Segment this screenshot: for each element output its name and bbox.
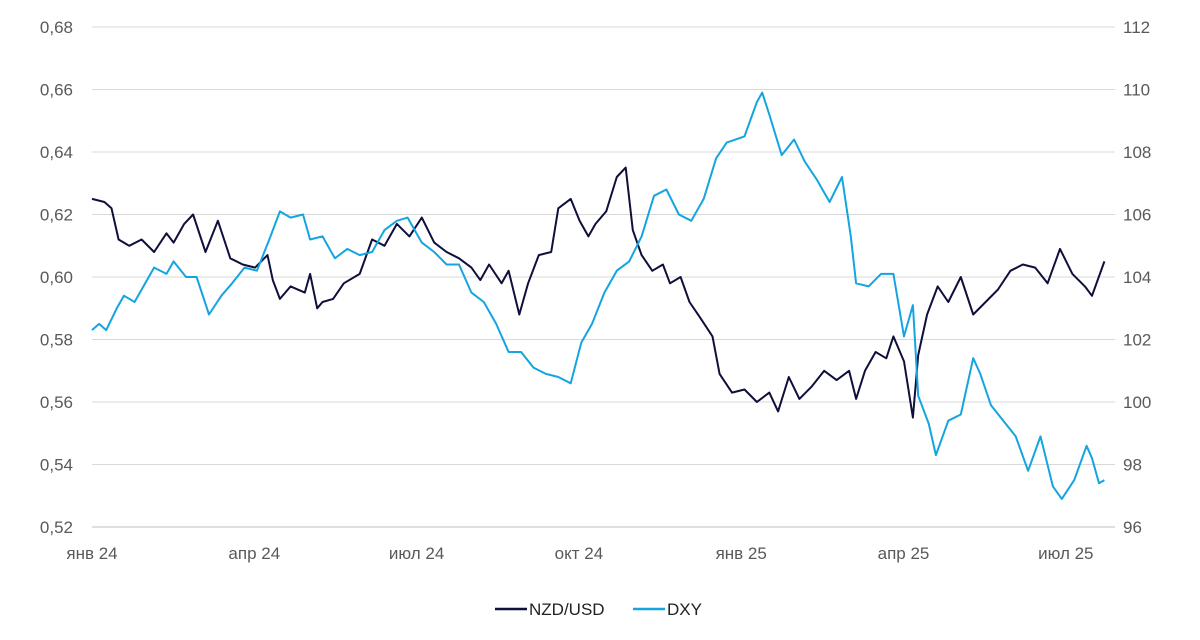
y-left-tick-label: 0,58 [40, 331, 73, 350]
x-tick-label: янв 25 [716, 544, 767, 563]
y-left-tick-label: 0,52 [40, 518, 73, 537]
y-left-tick-label: 0,64 [40, 143, 73, 162]
x-tick-label: апр 24 [228, 544, 280, 563]
legend-label-nzd-usd: NZD/USD [529, 600, 605, 619]
x-tick-label: окт 24 [555, 544, 604, 563]
series-lines [91, 91, 1106, 500]
y-right-tick-label: 100 [1123, 393, 1151, 412]
y-right-tick-label: 108 [1123, 143, 1151, 162]
y-right-tick-label: 110 [1123, 81, 1150, 100]
y-right-tick-label: 112 [1123, 18, 1150, 37]
legend: NZD/USD DXY [495, 600, 702, 619]
series-line-nzd-usd [91, 166, 1106, 419]
x-tick-label: янв 24 [66, 544, 117, 563]
x-tick-label: июл 24 [389, 544, 444, 563]
y-right-tick-label: 98 [1123, 456, 1142, 475]
y-left-tick-label: 0,60 [40, 268, 73, 287]
y-right-tick-label: 106 [1123, 206, 1151, 225]
y-left-tick-label: 0,66 [40, 81, 73, 100]
y-left-tick-label: 0,68 [40, 18, 73, 37]
series-line-dxy [91, 91, 1105, 500]
y-right-tick-label: 96 [1123, 518, 1142, 537]
y-left-tick-label: 0,54 [40, 456, 73, 475]
y-left-tick-label: 0,62 [40, 206, 73, 225]
x-tick-label: июл 25 [1038, 544, 1093, 563]
axes: 0,52 96 0,54 98 0,56 100 0,58 102 0,60 104 0,62 106… [40, 18, 1151, 563]
x-tick-label: апр 25 [878, 544, 930, 563]
y-right-tick-label: 104 [1123, 268, 1151, 287]
legend-label-dxy: DXY [667, 600, 702, 619]
y-right-tick-label: 102 [1123, 331, 1151, 350]
y-left-tick-label: 0,56 [40, 393, 73, 412]
gridlines [92, 26, 1115, 465]
